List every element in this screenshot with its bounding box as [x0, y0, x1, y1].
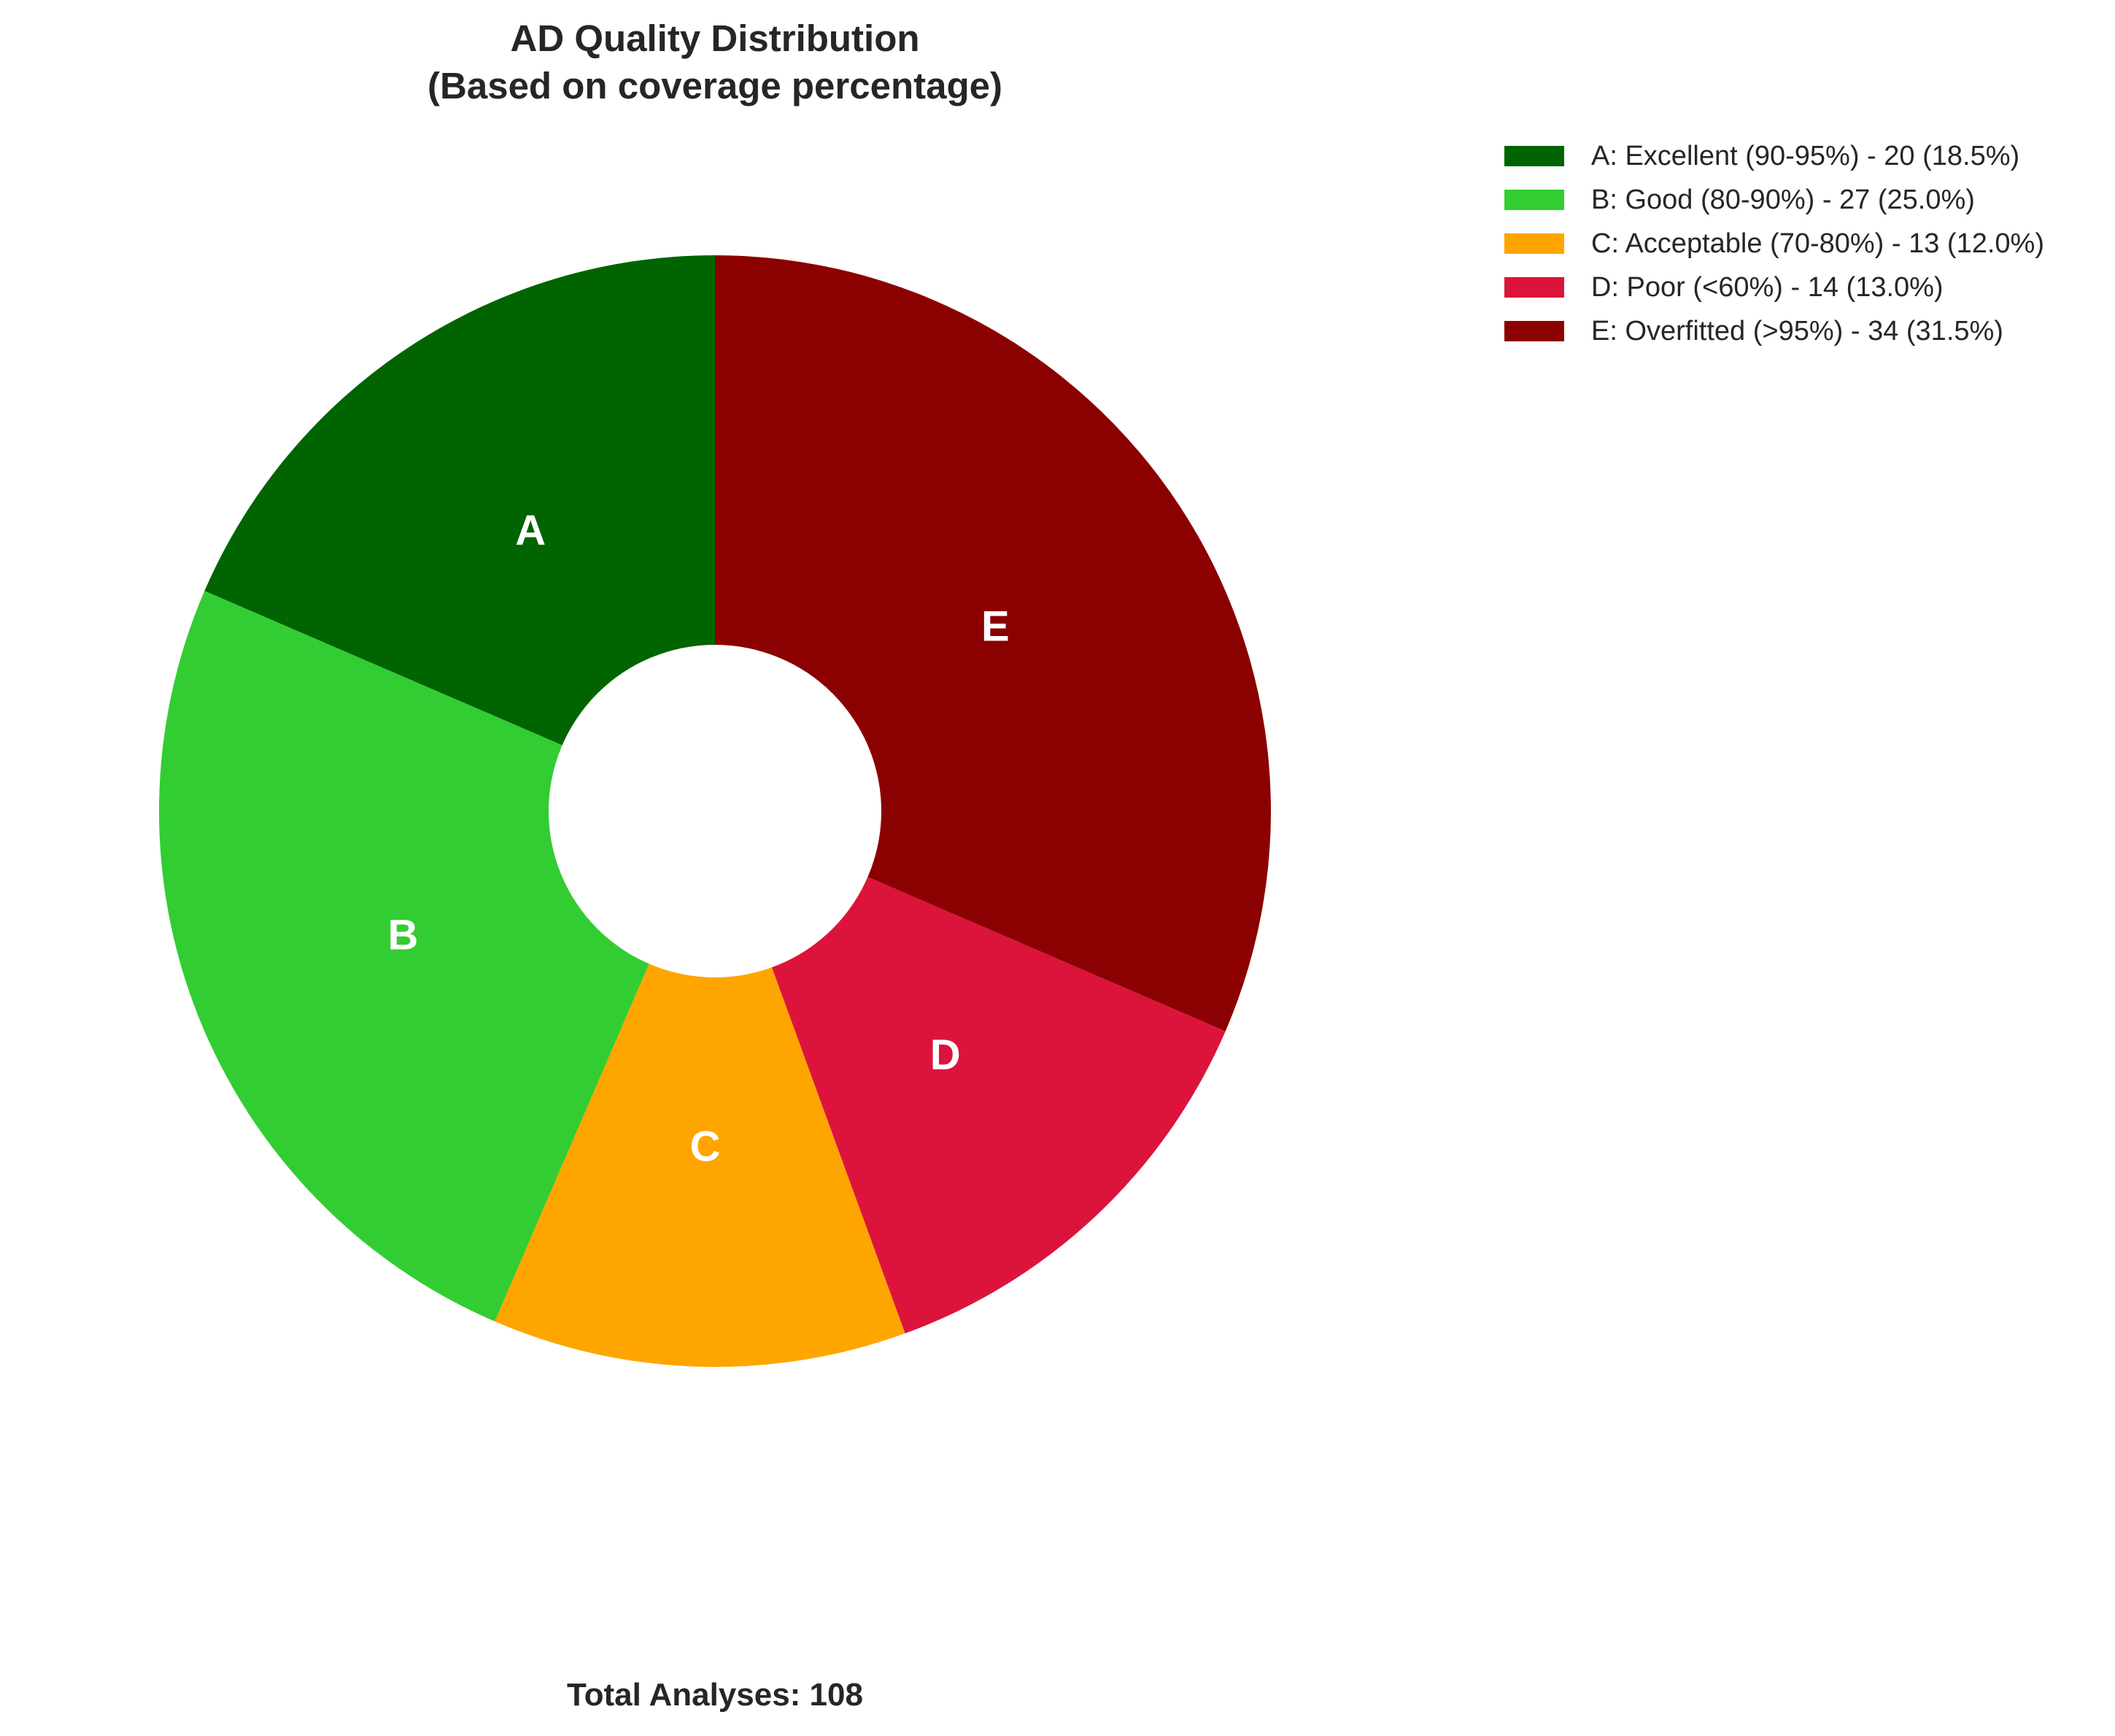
legend-entry-b: B: Good (80-90%) - 27 (25.0%) [1591, 185, 1975, 215]
legend-swatch-a [1504, 146, 1564, 166]
legend-entry-d: D: Poor (<60%) - 14 (13.0%) [1591, 272, 1944, 303]
donut-hole [549, 645, 881, 977]
chart-title: AD Quality Distribution [511, 18, 920, 59]
slice-label-a: A [515, 507, 546, 554]
legend: A: Excellent (90-95%) - 20 (18.5%) B: Goo… [1504, 141, 2044, 346]
pie-slice-d [715, 811, 1226, 1334]
legend-entry-e: E: Overfitted (>95%) - 34 (31.5%) [1591, 316, 2003, 346]
pie-slice-c [495, 811, 905, 1367]
chart-subtitle: (Based on coverage percentage) [428, 65, 1002, 106]
pie-slice-a [204, 255, 715, 811]
slice-label-e: E [981, 603, 1010, 651]
legend-swatch-b [1504, 190, 1564, 210]
legend-swatch-e [1504, 321, 1564, 341]
total-analyses-label: Total Analyses: 108 [567, 1677, 863, 1713]
slice-label-c: C [690, 1123, 721, 1170]
slice-labels: A B C D E [388, 507, 1010, 1170]
legend-swatch-d [1504, 277, 1564, 298]
slice-label-b: B [388, 911, 419, 958]
legend-swatch-c [1504, 233, 1564, 254]
slice-label-d: D [930, 1031, 961, 1079]
legend-entry-c: C: Acceptable (70-80%) - 13 (12.0%) [1591, 228, 2044, 259]
legend-entry-a: A: Excellent (90-95%) - 20 (18.5%) [1591, 141, 2019, 171]
